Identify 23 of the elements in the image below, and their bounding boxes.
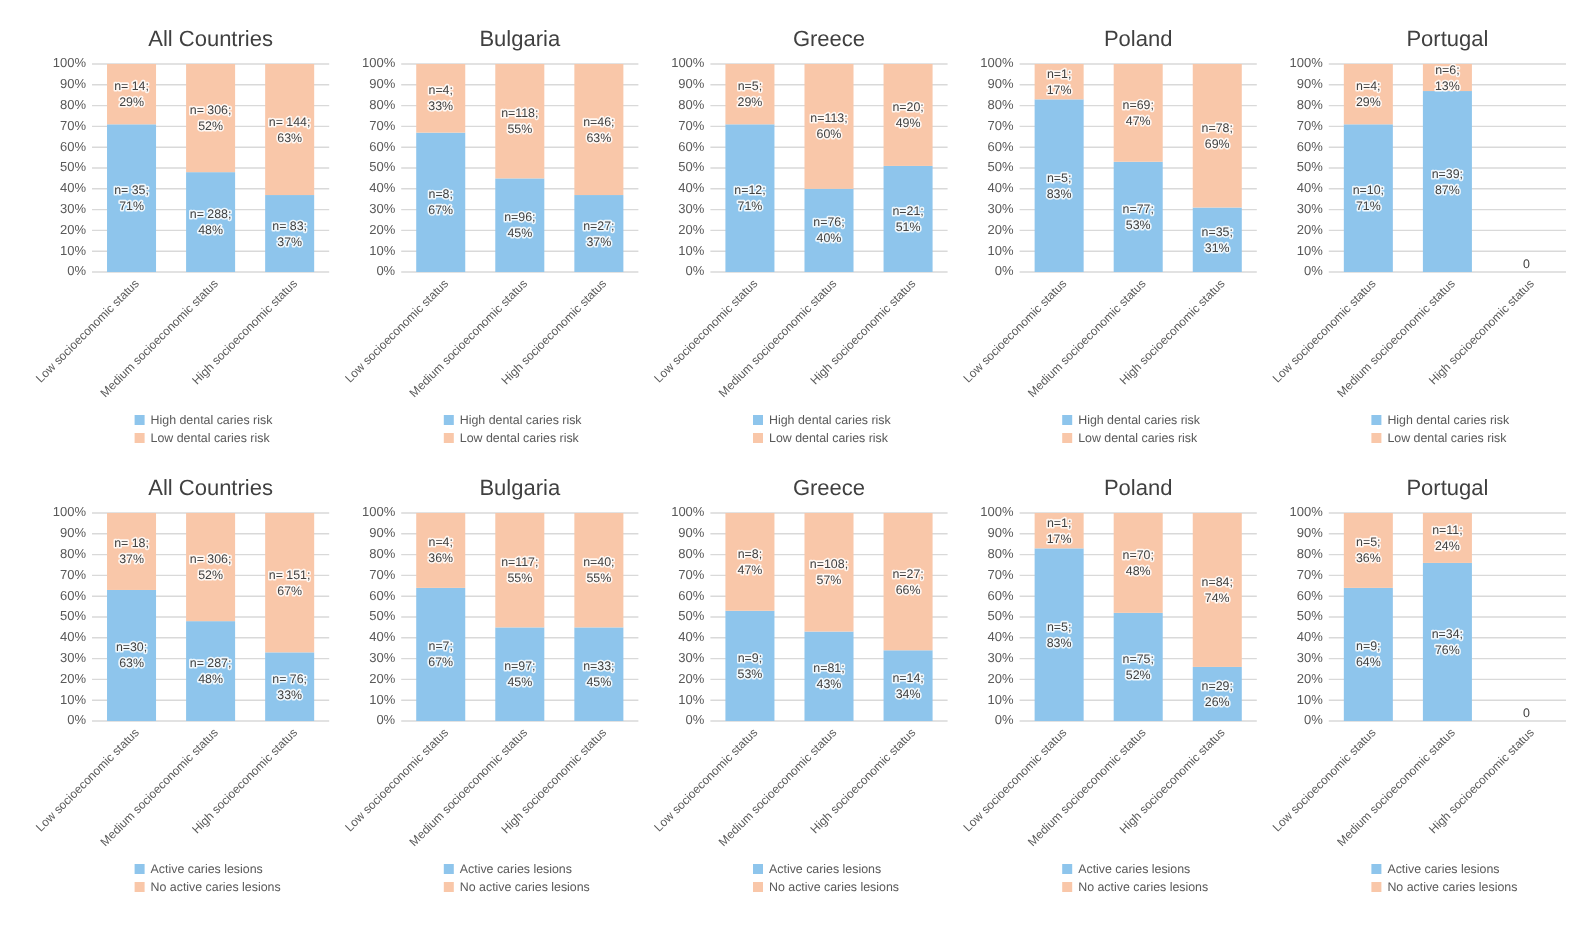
bar bbox=[107, 124, 157, 272]
bar bbox=[804, 64, 854, 189]
bar bbox=[1422, 562, 1472, 721]
bar bbox=[416, 132, 466, 272]
bar bbox=[1034, 99, 1084, 272]
chart-title: Greece bbox=[792, 477, 866, 501]
chart-title: Greece bbox=[792, 28, 866, 52]
chart-title: Poland bbox=[1103, 477, 1173, 501]
bar bbox=[1343, 587, 1393, 721]
bar bbox=[1343, 124, 1393, 272]
bar bbox=[416, 587, 466, 721]
chart-title: Portugal bbox=[1406, 477, 1489, 501]
bar bbox=[1422, 91, 1472, 272]
chart-title: Poland bbox=[1103, 28, 1173, 52]
chart-title: Bulgaria bbox=[479, 477, 562, 501]
chart-title: All Countries bbox=[148, 28, 274, 52]
chart-title: Portugal bbox=[1406, 28, 1489, 52]
bar bbox=[1192, 64, 1242, 208]
bar bbox=[1192, 513, 1242, 667]
chart-title: Bulgaria bbox=[479, 28, 562, 52]
bar bbox=[725, 124, 775, 272]
chart-title: All Countries bbox=[148, 477, 274, 501]
bar bbox=[1034, 548, 1084, 721]
